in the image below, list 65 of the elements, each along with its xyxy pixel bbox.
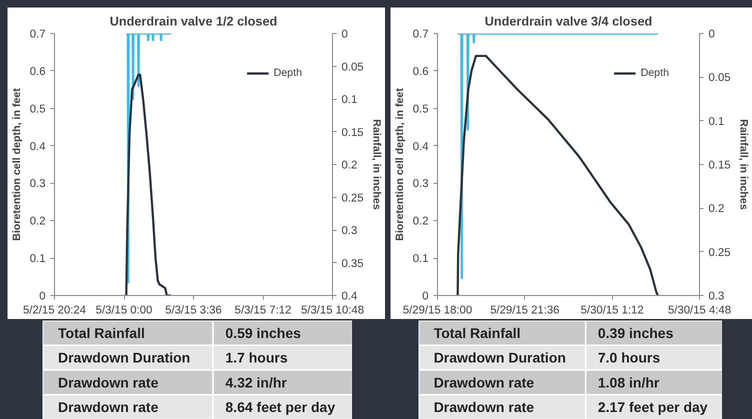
y-tick-label: 0: [39, 290, 46, 302]
text: 1.7 hours: [225, 350, 288, 366]
text: 7.0 hours: [598, 350, 660, 366]
x-tick-label: 5/30/15 4:48: [668, 304, 732, 316]
x-tick-label: 5/3/15 3:36: [165, 304, 222, 316]
y2-tick-label: 0.25: [342, 192, 364, 204]
text: Total Rainfall: [58, 324, 145, 341]
y-tick-label: 0.6: [412, 66, 428, 78]
legend-label: Depth: [274, 67, 302, 79]
chart-title: Underdrain valve 3/4 closed: [484, 14, 652, 28]
y2-axis-title: Rainfall, in inches: [370, 119, 383, 210]
y2-tick-label: 0.15: [342, 126, 364, 139]
text: 2.17 feet per day: [598, 399, 708, 416]
text: 4.32 in/hr: [225, 374, 288, 390]
y2-tick-label: 0.4: [342, 290, 358, 302]
text: 1.08 in/hr: [598, 374, 660, 390]
y2-tick-label: 0.25: [708, 246, 731, 259]
x-tick-label: 5/3/15 10:48: [301, 304, 364, 316]
y2-tick-label: 0: [342, 28, 348, 40]
y-tick-label: 0.1: [412, 253, 428, 266]
y-tick-label: 0.5: [412, 103, 428, 116]
y-tick-label: 0: [422, 290, 429, 302]
text: Drawdown Duration: [58, 350, 190, 366]
y-tick-label: 0.1: [30, 253, 46, 266]
x-tick-label: 5/3/15 0:00: [96, 304, 152, 316]
x-tick-label: 5/3/15 7:12: [234, 304, 292, 316]
y-tick-label: 0.4: [412, 140, 428, 153]
y-tick-label: 0.7: [412, 28, 428, 40]
text: Drawdown rate: [434, 374, 534, 390]
y2-tick-label: 0.1: [342, 94, 358, 106]
chart-title: Underdrain valve 1/2 closed: [110, 14, 278, 28]
text: 0.59 inches: [225, 324, 302, 341]
y-tick-label: 0.6: [30, 66, 46, 78]
y2-axis-title: Rainfall, in inches: [738, 119, 750, 210]
text: Drawdown Duration: [434, 350, 566, 366]
y2-tick-label: 0.15: [708, 160, 731, 172]
x-tick-label: 5/30/15 1:12: [580, 304, 644, 316]
y-axis-title: Bioretention cell depth, in feet: [394, 88, 406, 241]
text: Drawdown rate: [434, 399, 534, 416]
y2-tick-label: 0.2: [342, 160, 358, 172]
y2-tick-label: 0: [708, 28, 715, 40]
y-tick-label: 0.2: [412, 216, 428, 228]
text: 0.39 inches: [598, 324, 674, 341]
y-tick-label: 0.5: [30, 103, 46, 116]
x-tick-label: 5/29/15 18:00: [402, 304, 472, 316]
x-tick-label: 5/2/15 20:24: [23, 304, 86, 316]
y2-tick-label: 0.05: [342, 61, 364, 74]
y-tick-label: 0.7: [30, 28, 46, 40]
text: Total Rainfall: [434, 324, 521, 341]
y2-tick-label: 0.2: [708, 203, 724, 216]
y2-tick-label: 0.3: [342, 225, 358, 237]
text: Drawdown rate: [58, 399, 159, 416]
y-tick-label: 0.2: [30, 216, 46, 228]
y-tick-label: 0.3: [30, 178, 46, 190]
y2-tick-label: 0.05: [708, 72, 731, 84]
x-tick-label: 5/29/15 21:36: [490, 304, 560, 316]
y-tick-label: 0.4: [30, 140, 46, 153]
text: 8.64 feet per day: [225, 399, 336, 416]
y-tick-label: 0.3: [412, 178, 428, 190]
y2-tick-label: 0.3: [708, 290, 724, 302]
text: Drawdown rate: [58, 374, 159, 390]
y2-tick-label: 0.1: [708, 116, 724, 128]
y2-tick-label: 0.35: [342, 258, 364, 270]
y-axis-title: Bioretention cell depth, in feet: [10, 88, 23, 241]
legend-label: Depth: [640, 67, 669, 79]
